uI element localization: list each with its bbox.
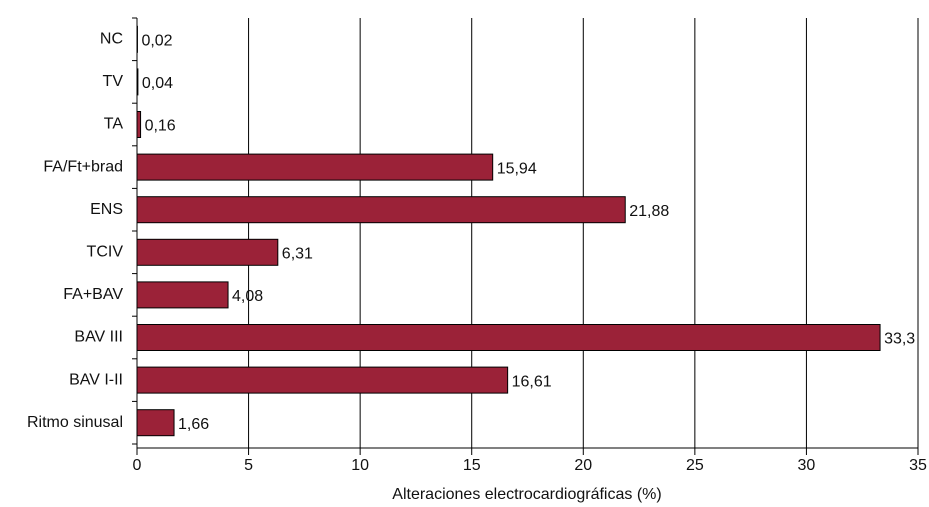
x-tick-label: 30 (798, 457, 816, 474)
y-tick-label: TCIV (87, 244, 124, 261)
x-tick-label: 15 (463, 457, 481, 474)
x-tick-label: 35 (909, 457, 927, 474)
y-tick-label: BAV III (74, 329, 123, 346)
x-tick-label: 10 (351, 457, 369, 474)
y-tick-label: NC (100, 31, 123, 48)
bar (136, 238, 279, 266)
value-label: 0,04 (142, 75, 173, 92)
bar (136, 153, 494, 181)
value-label: 0,02 (141, 33, 172, 50)
value-label: 15,94 (497, 160, 537, 177)
value-label: 0,16 (145, 118, 176, 135)
bar (136, 366, 509, 394)
value-label: 4,08 (232, 288, 263, 305)
bar (136, 324, 881, 351)
y-tick-label: ENS (90, 201, 123, 218)
value-label: 6,31 (282, 246, 313, 263)
value-label: 16,61 (512, 373, 552, 390)
x-axis-title: Alteraciones electrocardiográficas (%) (392, 486, 661, 503)
x-tick-label: 25 (686, 457, 704, 474)
y-tick-label: FA+BAV (63, 286, 123, 303)
y-tick-label: FA/Ft+brad (43, 158, 123, 175)
bar (136, 281, 229, 309)
x-tick-label: 5 (244, 457, 253, 474)
y-tick-label: Ritmo sinusal (27, 414, 123, 431)
y-tick-label: BAV I-II (69, 371, 123, 388)
x-tick-label: 0 (133, 457, 142, 474)
x-tick-label: 20 (574, 457, 592, 474)
y-tick-label: TV (103, 73, 124, 90)
bar (136, 196, 626, 224)
bar (136, 111, 142, 138)
bar (136, 68, 139, 96)
value-label: 33,3 (884, 331, 915, 348)
value-label: 21,88 (629, 203, 669, 220)
bar (136, 409, 175, 437)
y-tick-label: TA (104, 116, 124, 133)
value-label: 1,66 (178, 416, 209, 433)
